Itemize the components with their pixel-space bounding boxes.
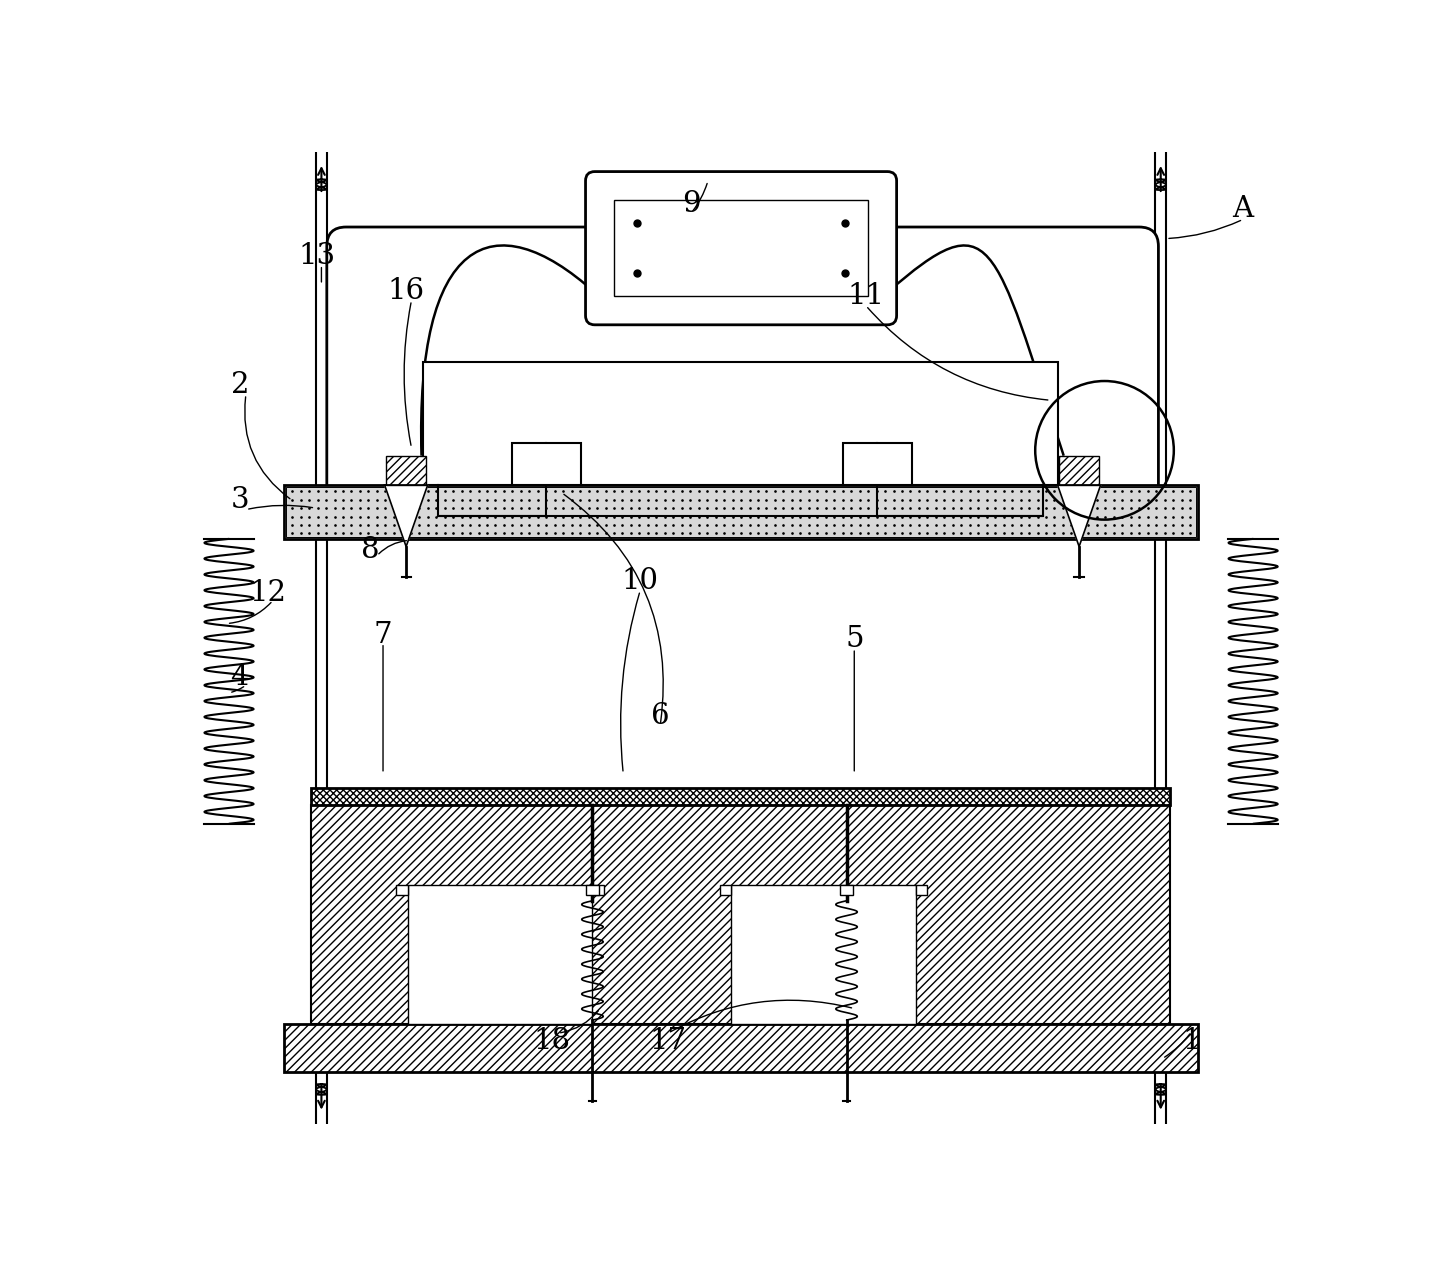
Bar bbox=[720, 885, 732, 894]
Text: 13: 13 bbox=[298, 241, 335, 269]
Polygon shape bbox=[385, 485, 428, 547]
Bar bbox=[615, 200, 868, 297]
Bar bbox=[915, 885, 927, 894]
Bar bbox=[843, 442, 912, 485]
Text: 11: 11 bbox=[847, 283, 885, 311]
Bar bbox=[512, 442, 581, 485]
Bar bbox=[286, 486, 1196, 537]
Bar bbox=[311, 788, 1170, 805]
Text: 9: 9 bbox=[681, 189, 700, 218]
Text: A: A bbox=[1232, 196, 1254, 224]
FancyBboxPatch shape bbox=[586, 172, 897, 325]
Text: 7: 7 bbox=[373, 621, 392, 649]
Bar bbox=[285, 485, 1197, 539]
Text: 6: 6 bbox=[651, 702, 669, 730]
Text: 4: 4 bbox=[230, 663, 249, 691]
Text: 16: 16 bbox=[388, 277, 425, 304]
Bar bbox=[396, 885, 408, 894]
Bar bbox=[586, 885, 599, 894]
Text: 18: 18 bbox=[534, 1027, 571, 1055]
Text: 5: 5 bbox=[844, 625, 863, 653]
Bar bbox=[386, 456, 427, 485]
Text: 3: 3 bbox=[230, 486, 249, 514]
Text: 1: 1 bbox=[1183, 1027, 1200, 1055]
Text: 10: 10 bbox=[622, 567, 659, 595]
Polygon shape bbox=[1057, 485, 1100, 547]
Bar bbox=[1058, 456, 1099, 485]
Text: 17: 17 bbox=[649, 1027, 687, 1055]
Text: 8: 8 bbox=[362, 537, 380, 565]
Bar bbox=[840, 885, 853, 894]
Bar bbox=[593, 885, 604, 894]
Bar bbox=[408, 885, 593, 1024]
Bar bbox=[424, 361, 1058, 485]
Bar bbox=[732, 885, 915, 1024]
Bar bbox=[311, 805, 1170, 1024]
Text: 12: 12 bbox=[249, 578, 286, 606]
Text: 2: 2 bbox=[230, 371, 249, 399]
Bar bbox=[285, 1024, 1197, 1072]
FancyBboxPatch shape bbox=[327, 227, 1158, 504]
